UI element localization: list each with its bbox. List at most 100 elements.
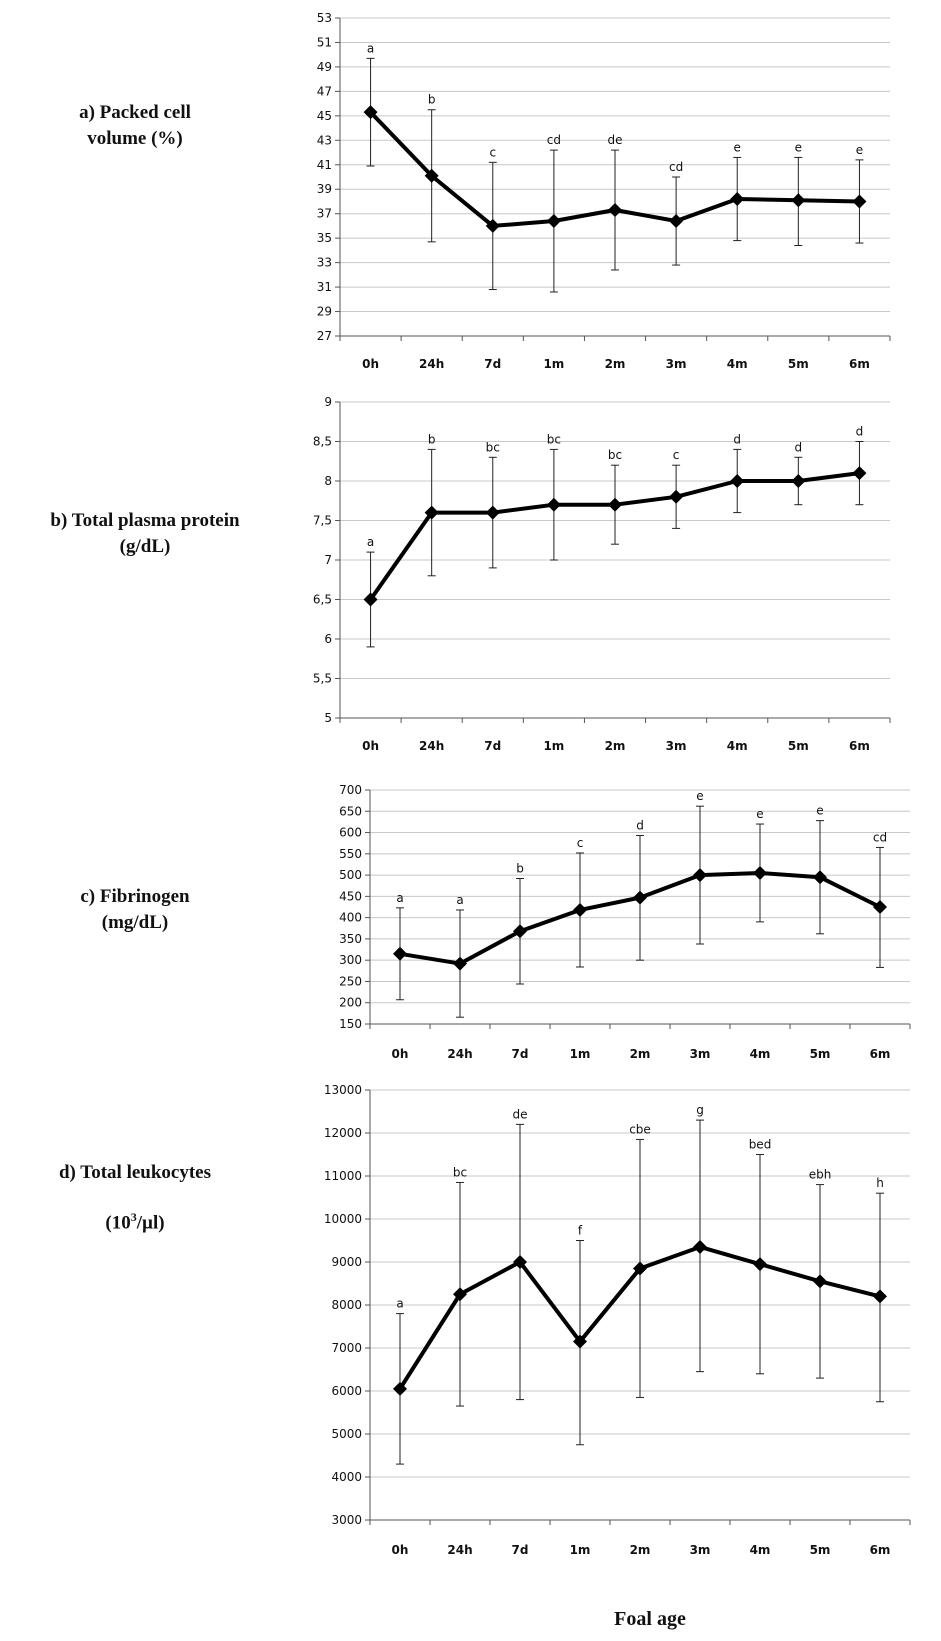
y-tick-label: 550 bbox=[339, 847, 362, 861]
x-tick-label: 6m bbox=[849, 739, 870, 753]
y-tick-label: 200 bbox=[339, 996, 362, 1010]
data-point bbox=[753, 1257, 767, 1272]
y-tick-label: 8 bbox=[324, 474, 332, 488]
data-point bbox=[453, 956, 467, 971]
y-tick-label: 29 bbox=[317, 305, 332, 319]
x-tick-label: 24h bbox=[419, 739, 444, 753]
y-tick-label: 650 bbox=[339, 804, 362, 818]
y-tick-label: 6 bbox=[324, 632, 332, 646]
y-tick-label: 41 bbox=[317, 158, 332, 172]
panel-label-d: d) Total leukocytes (103/µl) bbox=[20, 1160, 250, 1236]
data-point bbox=[873, 900, 887, 914]
y-tick-label: 4000 bbox=[331, 1470, 362, 1484]
panel-label-a-line1: a) Packed cell bbox=[79, 102, 191, 123]
significance-letter: bc bbox=[486, 440, 500, 454]
x-tick-label: 1m bbox=[570, 1543, 591, 1557]
significance-letter: b bbox=[516, 861, 524, 875]
data-point bbox=[424, 505, 439, 520]
data-point bbox=[513, 1255, 527, 1269]
y-tick-label: 250 bbox=[339, 974, 362, 988]
significance-letter: c bbox=[673, 448, 680, 462]
significance-letter: d bbox=[733, 432, 741, 446]
data-point bbox=[813, 1274, 827, 1289]
significance-letter: bc bbox=[547, 432, 561, 446]
significance-letter: h bbox=[876, 1176, 884, 1190]
x-tick-label: 0h bbox=[392, 1047, 409, 1061]
significance-letter: bc bbox=[453, 1165, 467, 1179]
data-point bbox=[363, 592, 378, 607]
data-point bbox=[573, 1334, 587, 1349]
x-tick-label: 3m bbox=[690, 1543, 711, 1557]
significance-letter: c bbox=[577, 836, 584, 850]
x-tick-label: 3m bbox=[666, 739, 687, 753]
x-tick-label: 2m bbox=[630, 1543, 651, 1557]
significance-letter: a bbox=[367, 535, 374, 549]
chart-panel-2: 150 200 250 300 350 400 450 500 550 600 650 700 0h 24… bbox=[339, 783, 911, 1061]
significance-letter: cd bbox=[873, 830, 887, 844]
data-point bbox=[693, 868, 707, 883]
significance-letter: de bbox=[608, 133, 623, 147]
significance-letter: e bbox=[734, 140, 741, 154]
x-tick-label: 7d bbox=[512, 1543, 529, 1557]
y-tick-label: 6,5 bbox=[313, 593, 332, 607]
data-point bbox=[633, 890, 647, 905]
significance-letter: cd bbox=[547, 133, 561, 147]
data-point bbox=[608, 497, 622, 512]
x-tick-label: 4m bbox=[750, 1543, 771, 1557]
significance-letter: c bbox=[489, 145, 496, 159]
data-point bbox=[813, 870, 827, 885]
y-tick-label: 600 bbox=[339, 826, 362, 840]
data-point bbox=[633, 1261, 647, 1276]
significance-letter: de bbox=[513, 1107, 528, 1121]
panel-label-b-line2: (g/dL) bbox=[119, 536, 171, 557]
data-point bbox=[693, 1239, 707, 1254]
y-tick-label: 47 bbox=[317, 84, 332, 98]
x-tick-label: 5m bbox=[788, 357, 809, 371]
data-point bbox=[546, 497, 561, 512]
y-tick-label: 39 bbox=[317, 182, 332, 196]
x-tick-label: 7d bbox=[484, 739, 501, 753]
y-tick-label: 33 bbox=[317, 256, 332, 270]
data-point bbox=[730, 192, 745, 207]
panel-label-c: c) Fibrinogen (mg/dL) bbox=[20, 884, 250, 936]
y-tick-label: 45 bbox=[317, 109, 332, 123]
significance-letter: e bbox=[795, 140, 802, 154]
x-tick-label: 24h bbox=[447, 1047, 472, 1061]
data-point bbox=[513, 924, 527, 939]
y-tick-label: 5 bbox=[324, 711, 332, 725]
y-tick-label: 8000 bbox=[331, 1298, 362, 1312]
significance-letter: a bbox=[396, 1297, 403, 1311]
significance-letter: bed bbox=[749, 1138, 772, 1152]
significance-letter: d bbox=[795, 440, 803, 454]
significance-letter: a bbox=[456, 893, 463, 907]
data-point bbox=[730, 474, 745, 488]
data-point bbox=[669, 214, 684, 229]
x-tick-label: 6m bbox=[849, 357, 870, 371]
chart-panel-3: 3000 4000 5000 6000 7000 8000 9000 10000 11000 12… bbox=[324, 1083, 911, 1557]
significance-letter: bc bbox=[608, 448, 622, 462]
x-tick-label: 5m bbox=[810, 1047, 831, 1061]
panel-label-d-line2: (103/µl) bbox=[20, 1204, 250, 1236]
x-tick-label: 4m bbox=[727, 739, 748, 753]
x-tick-label: 24h bbox=[419, 357, 444, 371]
data-point bbox=[485, 505, 500, 520]
y-tick-label: 7,5 bbox=[313, 514, 332, 528]
chart-panel-1: 5 5,5 6 6,5 7 7,5 8 8,5 9 0h 24h 7d 1m 2m 3m 4m 5m 6m a b bc… bbox=[313, 395, 891, 753]
x-tick-label: 5m bbox=[788, 739, 809, 753]
data-point bbox=[791, 193, 806, 208]
y-tick-label: 700 bbox=[339, 783, 362, 797]
panel-label-a: a) Packed cell volume (%) bbox=[30, 100, 240, 152]
x-axis-title: Foal age bbox=[614, 1608, 686, 1630]
significance-letter: a bbox=[396, 891, 403, 905]
data-point bbox=[873, 1289, 887, 1304]
panel-label-d-sup: 3 bbox=[130, 1210, 137, 1224]
x-tick-label: 4m bbox=[750, 1047, 771, 1061]
significance-letter: e bbox=[856, 143, 863, 157]
data-point bbox=[424, 168, 439, 183]
data-point bbox=[753, 865, 767, 880]
y-tick-label: 5000 bbox=[331, 1427, 362, 1441]
panel-label-b-line1: b) Total plasma protein bbox=[50, 510, 240, 531]
y-tick-label: 500 bbox=[339, 868, 362, 882]
data-point bbox=[608, 203, 622, 218]
x-tick-label: 4m bbox=[727, 357, 748, 371]
